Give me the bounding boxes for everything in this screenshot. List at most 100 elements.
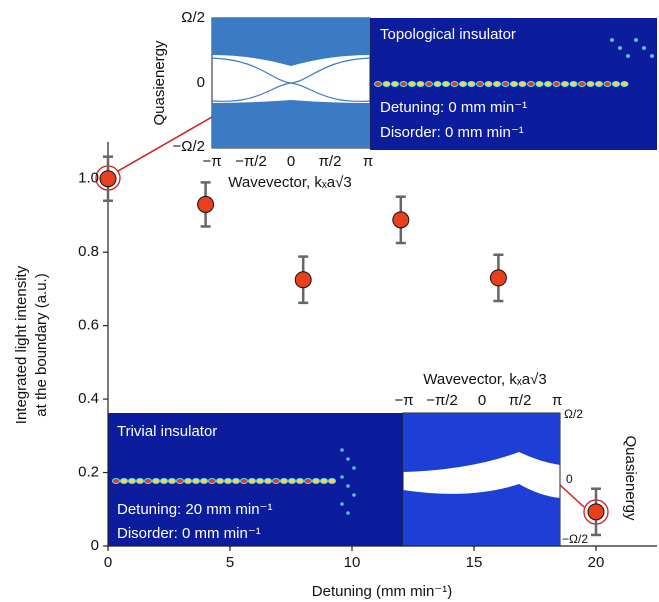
mode-spot bbox=[451, 82, 458, 87]
mode-spot bbox=[519, 82, 526, 87]
lower-band bbox=[212, 100, 370, 148]
mode-spot bbox=[297, 479, 304, 484]
x-tick-label: 0 bbox=[104, 554, 112, 571]
y-axis-label: Integrated light intensity bbox=[13, 265, 30, 424]
mode-spot bbox=[579, 82, 586, 87]
y-tick-label: 0.8 bbox=[78, 243, 99, 260]
inset-y-tick-label: 0 bbox=[197, 74, 205, 91]
data-point bbox=[588, 504, 604, 520]
mode-spot bbox=[570, 82, 577, 87]
inset-y-tick-label: 0 bbox=[566, 472, 573, 486]
inset-y-label: Quasienergy bbox=[622, 435, 639, 521]
inset-x-tick-label: π bbox=[552, 392, 562, 409]
mode-spot bbox=[185, 479, 192, 484]
mode-spot bbox=[313, 479, 320, 484]
x-tick-label: 5 bbox=[226, 554, 234, 571]
mode-spot bbox=[340, 448, 344, 452]
mode-spot bbox=[153, 479, 160, 484]
chart: Topological insulator Detuning: 0 mm min… bbox=[0, 0, 659, 602]
mode-spot bbox=[460, 82, 467, 87]
mode-spot bbox=[265, 479, 272, 484]
mode-spot bbox=[375, 82, 382, 87]
mode-spot bbox=[217, 479, 224, 484]
data-point bbox=[295, 272, 311, 288]
inset-x-tick-label: −π bbox=[394, 392, 413, 409]
mode-spot bbox=[145, 479, 152, 484]
mode-spot bbox=[352, 466, 356, 470]
mode-spot bbox=[169, 479, 176, 484]
mode-spot bbox=[621, 82, 628, 87]
mode-spot bbox=[321, 479, 328, 484]
mode-spot bbox=[536, 82, 543, 87]
mode-spot bbox=[545, 82, 552, 87]
inset-y-tick-label: −Ω/2 bbox=[562, 532, 588, 546]
inset-x-label: Wavevector, kₓa√3 bbox=[423, 371, 546, 388]
mode-spot bbox=[201, 479, 208, 484]
mode-spot bbox=[346, 457, 350, 461]
mode-spot bbox=[553, 82, 560, 87]
mode-spot bbox=[346, 484, 350, 488]
inset-x-tick-label: π/2 bbox=[319, 153, 342, 170]
y-tick-label: 0.6 bbox=[78, 317, 99, 334]
mode-spot bbox=[650, 54, 654, 58]
mode-spot bbox=[137, 479, 144, 484]
inset-x-tick-label: 0 bbox=[287, 153, 295, 170]
mode-spot bbox=[281, 479, 288, 484]
mode-spot bbox=[604, 82, 611, 87]
inset-x-tick-label: π bbox=[363, 153, 373, 170]
inset-x-tick-label: −π/2 bbox=[426, 392, 458, 409]
mode-spot bbox=[434, 82, 441, 87]
mode-spot bbox=[618, 46, 622, 50]
mode-spot bbox=[477, 82, 484, 87]
mode-spot bbox=[587, 82, 594, 87]
inset-x-label: Wavevector, kₓa√3 bbox=[228, 174, 351, 191]
mode-spot bbox=[443, 82, 450, 87]
mode-spot bbox=[352, 493, 356, 497]
inset-y-tick-label: Ω/2 bbox=[181, 9, 205, 26]
data-point bbox=[490, 270, 506, 286]
mode-spot bbox=[340, 502, 344, 506]
mode-spot bbox=[613, 82, 620, 87]
data-point bbox=[198, 196, 214, 212]
inset-detuning: Detuning: 20 mm min⁻¹ bbox=[117, 501, 272, 518]
x-tick-label: 15 bbox=[466, 554, 483, 571]
mode-spot bbox=[610, 38, 614, 42]
mode-spot bbox=[193, 479, 200, 484]
mode-spot bbox=[233, 479, 240, 484]
mode-spot bbox=[596, 82, 603, 87]
mode-spot bbox=[528, 82, 535, 87]
inset-x-tick-label: −π/2 bbox=[235, 153, 267, 170]
mode-spot bbox=[634, 38, 638, 42]
x-tick-label: 10 bbox=[344, 554, 361, 571]
x-tick-label: 20 bbox=[588, 554, 605, 571]
y-tick-label: 0 bbox=[91, 537, 99, 554]
data-point bbox=[393, 212, 409, 228]
mode-spot bbox=[502, 82, 509, 87]
mode-spot bbox=[273, 479, 280, 484]
y-tick-label: 0.2 bbox=[78, 464, 99, 481]
inset-x-tick-label: π/2 bbox=[509, 392, 532, 409]
inset-title: Trivial insulator bbox=[117, 423, 217, 440]
mode-spot bbox=[121, 479, 128, 484]
mode-spot bbox=[340, 475, 344, 479]
inset-y-label: Quasienergy bbox=[151, 40, 168, 126]
data-point bbox=[100, 171, 116, 187]
inset-title: Topological insulator bbox=[380, 26, 516, 43]
mode-spot bbox=[485, 82, 492, 87]
inset-disorder: Disorder: 0 mm min⁻¹ bbox=[380, 124, 524, 141]
mode-spot bbox=[177, 479, 184, 484]
mode-spot bbox=[417, 82, 424, 87]
inset-x-tick-label: −π bbox=[202, 153, 221, 170]
mode-spot bbox=[400, 82, 407, 87]
mode-spot bbox=[241, 479, 248, 484]
mode-spot bbox=[409, 82, 416, 87]
y-tick-label: 1.0 bbox=[78, 170, 99, 187]
mode-spot bbox=[562, 82, 569, 87]
mode-spot bbox=[626, 54, 630, 58]
mode-spot bbox=[257, 479, 264, 484]
inset-y-tick-label: Ω/2 bbox=[564, 407, 583, 421]
inset-y-tick-label: −Ω/2 bbox=[173, 138, 205, 155]
mode-spot bbox=[642, 46, 646, 50]
mode-spot bbox=[383, 82, 390, 87]
mode-spot bbox=[392, 82, 399, 87]
